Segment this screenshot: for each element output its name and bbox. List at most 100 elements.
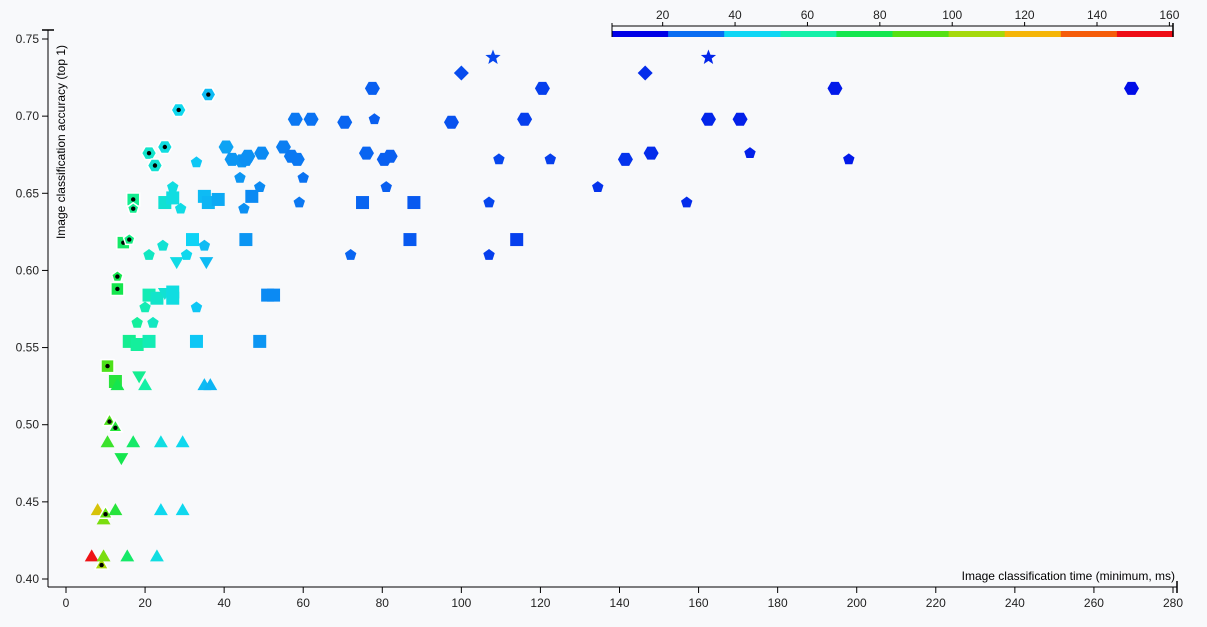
data-point-triangle-down — [114, 453, 129, 466]
data-point-triangle — [175, 435, 190, 448]
x-tick-label: 120 — [530, 596, 550, 610]
data-point-marker — [130, 337, 144, 351]
data-point-triangle — [120, 549, 135, 562]
data-point-marker — [732, 112, 748, 126]
data-point-triangle — [100, 435, 115, 448]
data-point-triangle — [153, 435, 168, 448]
data-point-triangle — [107, 418, 124, 433]
data-point-pentagon — [110, 269, 124, 283]
data-point-pentagon — [157, 239, 169, 251]
data-point-triangle — [96, 549, 111, 562]
data-point-marker — [139, 301, 151, 313]
data-point-marker — [166, 291, 180, 305]
data-point-square — [245, 189, 259, 203]
data-point-dot — [115, 274, 120, 279]
data-point-triangle — [93, 555, 110, 570]
data-point-marker — [483, 196, 495, 208]
data-point-hexagon — [617, 152, 633, 166]
data-point-triangle — [126, 435, 141, 448]
data-point-pentagon — [744, 147, 756, 159]
data-point-marker — [275, 140, 291, 154]
x-tick-label: 140 — [609, 596, 629, 610]
data-point-hexagon — [303, 112, 319, 126]
data-point-triangle — [90, 503, 105, 516]
x-tick-label: 160 — [689, 596, 709, 610]
data-point-square — [110, 281, 125, 297]
data-point-marker — [403, 233, 417, 247]
data-point-marker — [142, 334, 156, 348]
data-point-pentagon — [234, 171, 246, 183]
data-point-marker — [169, 257, 184, 270]
data-point-marker — [293, 196, 305, 208]
data-point-marker — [517, 112, 533, 126]
data-point-square — [166, 191, 180, 205]
data-point-hexagon — [170, 102, 188, 118]
data-point-pentagon — [297, 171, 309, 183]
y-tick-label: 0.45 — [16, 495, 40, 509]
data-point-marker — [190, 301, 203, 313]
data-point-marker — [218, 140, 234, 154]
color-scale-legend: 20 40 60 80 100 120 140 160 — [611, 8, 1180, 37]
color-scale-tick-label: 140 — [1087, 8, 1107, 22]
x-tick-label: 200 — [847, 596, 867, 610]
data-point-triangle — [108, 503, 123, 516]
data-point-marker — [239, 233, 253, 247]
data-point-marker — [126, 435, 141, 448]
data-point-pentagon — [174, 202, 187, 214]
color-scale-tick-label: 40 — [728, 8, 742, 22]
data-point-square — [403, 233, 417, 247]
data-point-marker — [827, 81, 843, 95]
color-scale-bar — [612, 31, 1174, 37]
data-point-dot — [127, 237, 132, 242]
color-scale-segment — [948, 31, 1006, 37]
y-tick-label: 0.40 — [16, 572, 40, 586]
color-scale-segment — [668, 31, 725, 37]
color-scale-segment — [612, 31, 669, 37]
color-scale-tick-label: 120 — [1015, 8, 1035, 22]
y-axis-ticks: 0.40 0.45 0.50 0.55 0.60 0.65 0.70 0.75 — [16, 32, 48, 586]
data-point-marker — [493, 153, 505, 165]
data-point-pentagon — [167, 181, 179, 192]
data-point-marker — [253, 334, 267, 348]
data-point-dot — [99, 562, 104, 568]
data-point-square — [166, 291, 180, 305]
data-point-marker — [380, 181, 392, 192]
data-point-hexagon — [1123, 81, 1139, 95]
data-point-dot — [176, 107, 181, 113]
y-tick-label: 0.65 — [16, 186, 40, 200]
x-tick-label: 220 — [926, 596, 946, 610]
data-point-marker — [453, 65, 469, 81]
data-point-pentagon — [293, 196, 305, 208]
data-point-triangle — [175, 503, 190, 516]
data-point-dot — [103, 512, 108, 517]
data-point-marker — [150, 291, 164, 305]
data-point-marker — [1123, 81, 1139, 95]
data-point-hexagon — [827, 81, 843, 95]
data-point-hexagon — [146, 158, 164, 173]
data-point-marker — [198, 239, 211, 251]
data-point-square — [510, 233, 524, 247]
data-point-marker — [700, 112, 716, 126]
data-point-hexagon — [364, 81, 380, 95]
data-point-marker — [443, 115, 459, 129]
data-point-hexagon — [218, 140, 234, 154]
data-point-hexagon — [643, 146, 659, 160]
data-point-pentagon — [131, 316, 143, 328]
data-point-hexagon — [732, 112, 748, 126]
data-point-marker — [96, 549, 111, 562]
data-point-square — [201, 196, 215, 210]
data-point-pentagon — [139, 301, 151, 313]
x-tick-label: 40 — [217, 596, 231, 610]
color-scale-segment — [1116, 31, 1174, 37]
data-point-triangle-down — [169, 257, 184, 270]
data-point-pentagon — [344, 249, 357, 260]
data-point-hexagon — [517, 112, 533, 126]
color-scale-segment — [836, 31, 894, 37]
data-point-dot — [131, 206, 136, 211]
color-scale-tick-label: 100 — [942, 8, 962, 22]
data-point-marker — [303, 112, 319, 126]
color-scale-segment — [780, 31, 837, 37]
data-point-hexagon — [443, 115, 459, 129]
data-point-square — [125, 192, 141, 207]
